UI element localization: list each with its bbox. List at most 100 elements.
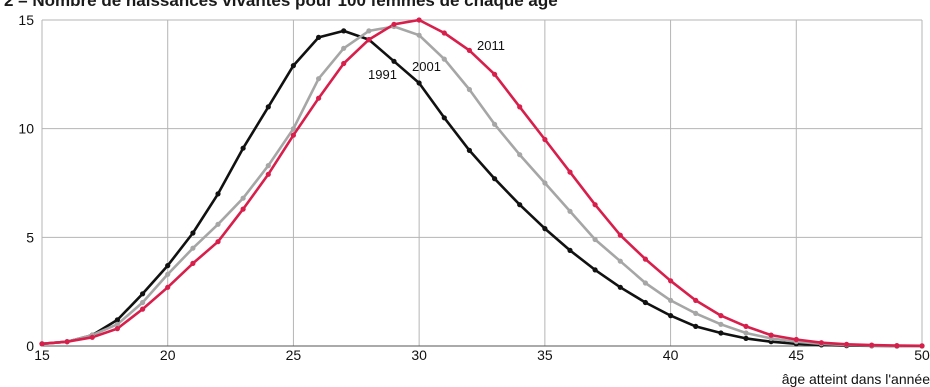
x-axis-label: âge atteint dans l'année <box>782 371 930 387</box>
data-point-2011 <box>718 313 724 319</box>
series-line-2001 <box>41 25 923 348</box>
data-point-1991 <box>466 147 472 153</box>
x-tick-label: 40 <box>663 347 679 363</box>
data-point-1991 <box>190 230 196 236</box>
data-point-1991 <box>341 28 347 34</box>
data-point-2011 <box>466 47 472 54</box>
data-point-1991 <box>290 63 296 69</box>
x-tick-label: 20 <box>160 347 176 363</box>
data-point-2001 <box>165 271 171 277</box>
data-point-2011 <box>366 37 372 43</box>
data-point-2001 <box>693 310 699 316</box>
data-point-2001 <box>366 28 372 34</box>
data-point-1991 <box>592 267 598 273</box>
data-point-2001 <box>265 163 271 169</box>
data-point-2011 <box>316 95 322 101</box>
data-point-2001 <box>190 245 196 251</box>
data-point-2001 <box>140 299 146 306</box>
data-point-1991 <box>517 202 523 208</box>
data-point-2011 <box>165 284 171 290</box>
y-tick-label: 15 <box>18 12 34 28</box>
data-point-2001 <box>542 180 548 186</box>
series-label-2001: 2001 <box>412 59 441 74</box>
data-point-2011 <box>567 169 573 175</box>
y-tick-label: 0 <box>26 338 34 354</box>
data-point-2001 <box>718 321 724 327</box>
data-point-1991 <box>265 104 271 110</box>
data-point-2011 <box>793 336 799 343</box>
data-point-1991 <box>642 299 649 306</box>
data-point-1991 <box>718 330 724 336</box>
data-point-2011 <box>341 60 347 67</box>
data-point-1991 <box>542 226 548 232</box>
series-line-2011 <box>41 18 923 348</box>
data-point-2011 <box>768 332 774 338</box>
data-point-2011 <box>693 297 699 303</box>
x-tick-label: 35 <box>537 347 553 363</box>
data-point-2011 <box>642 256 649 262</box>
data-point-2001 <box>617 258 623 264</box>
plot-background <box>42 20 922 346</box>
data-point-2011 <box>240 206 246 212</box>
data-point-2011 <box>215 239 221 245</box>
data-point-2011 <box>140 306 146 312</box>
data-point-2011 <box>617 232 623 238</box>
x-tick-label: 45 <box>788 347 804 363</box>
data-point-2001 <box>114 321 120 327</box>
data-point-1991 <box>165 263 171 269</box>
series-points <box>39 17 925 349</box>
data-point-2011 <box>743 323 749 329</box>
data-point-1991 <box>617 284 623 290</box>
data-point-2011 <box>290 132 296 138</box>
data-point-2001 <box>240 195 246 201</box>
x-tick-label: 15 <box>34 347 50 363</box>
data-point-1991 <box>693 323 699 329</box>
data-point-2011 <box>668 278 674 284</box>
data-point-1991 <box>492 176 498 182</box>
data-point-1991 <box>240 145 246 151</box>
data-point-2011 <box>391 21 397 27</box>
data-point-1991 <box>140 291 146 297</box>
chart-title-text: Nombre de naissances vivantes pour 100 f… <box>32 0 558 10</box>
x-tick-label: 50 <box>914 347 930 363</box>
data-point-1991 <box>391 58 397 64</box>
data-point-1991 <box>114 317 120 323</box>
y-tick-label: 5 <box>26 229 34 245</box>
series-line-1991 <box>41 29 922 348</box>
data-point-2011 <box>416 17 422 23</box>
data-point-2011 <box>592 202 598 208</box>
chart-title-prefix: 2 – <box>4 0 28 10</box>
data-point-2011 <box>190 260 196 266</box>
data-point-2001 <box>567 208 573 214</box>
data-point-2001 <box>416 32 422 38</box>
data-point-1991 <box>416 80 422 86</box>
data-point-2011 <box>265 171 271 177</box>
axis-ticks: 15 20 25 30 35 40 45 50 0 5 10 15 <box>18 12 930 363</box>
series-label-2011: 2011 <box>477 38 505 53</box>
data-point-2001 <box>215 221 221 227</box>
series-label-1991: 1991 <box>368 67 397 82</box>
data-point-2001 <box>316 76 322 82</box>
x-tick-label: 30 <box>411 347 427 363</box>
data-point-2001 <box>592 236 598 243</box>
data-point-2011 <box>39 341 45 347</box>
data-point-2011 <box>818 340 825 346</box>
data-point-2001 <box>290 126 296 132</box>
data-point-2001 <box>517 152 523 158</box>
data-point-2011 <box>542 136 548 143</box>
data-point-2001 <box>743 330 749 336</box>
data-point-2001 <box>668 297 674 303</box>
data-point-2011 <box>64 339 70 345</box>
data-point-1991 <box>441 115 447 121</box>
data-point-2011 <box>441 30 447 36</box>
x-tick-label: 25 <box>286 347 302 363</box>
chart-title: 2 – Nombre de naissances vivantes pour 1… <box>4 0 558 11</box>
data-point-2001 <box>341 45 347 51</box>
data-point-2011 <box>89 334 95 340</box>
data-point-1991 <box>743 335 749 341</box>
series-lines <box>41 18 923 348</box>
data-point-2001 <box>441 56 447 62</box>
y-tick-label: 10 <box>18 121 34 137</box>
data-point-2011 <box>492 71 498 77</box>
